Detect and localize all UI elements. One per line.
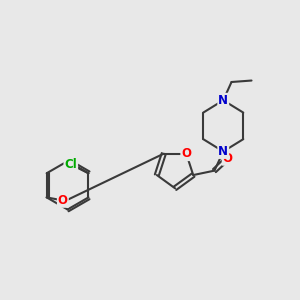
Text: Cl: Cl <box>64 158 77 171</box>
Text: O: O <box>181 147 191 160</box>
Text: N: N <box>218 145 228 158</box>
Text: O: O <box>223 152 233 165</box>
Text: N: N <box>218 94 228 107</box>
Text: O: O <box>58 194 68 207</box>
